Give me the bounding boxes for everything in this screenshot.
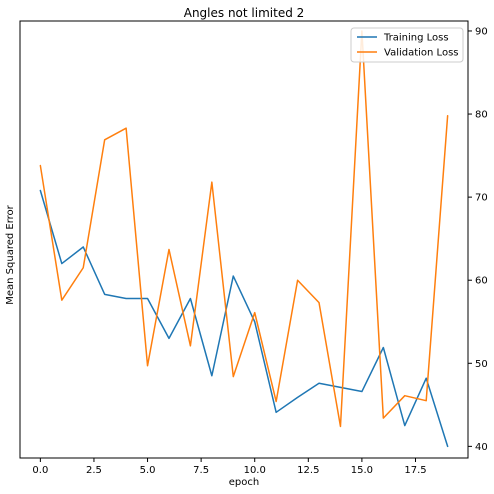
validation-loss-line (39, 30, 449, 428)
x-tick-label: 15.0 (351, 465, 373, 476)
series-layer (39, 30, 449, 448)
legend-box (350, 27, 464, 63)
y-tick-label: 60 (475, 276, 488, 287)
right-y-axis-ticks: 40 50 60 70 80 90 (468, 26, 488, 453)
legend-label-training: Training Loss (383, 33, 449, 44)
y-tick-label: 50 (475, 359, 488, 370)
x-tick-label: 5.0 (140, 465, 156, 476)
y-tick-label: 40 (475, 442, 488, 453)
y-tick-label: 80 (475, 110, 488, 121)
x-tick-label: 12.5 (297, 465, 319, 476)
x-axis-ticks: 0.0 2.5 5.0 7.5 10.0 12.5 15.0 17.5 (32, 458, 427, 476)
x-axis-label: epoch (229, 477, 259, 488)
x-tick-label: 2.5 (86, 465, 102, 476)
x-tick-label: 10.0 (244, 465, 266, 476)
legend: Training Loss Validation Loss (350, 27, 464, 63)
y-tick-label: 90 (475, 26, 488, 37)
chart-title: Angles not limited 2 (184, 6, 305, 20)
y-axis-label: Mean Squared Error (5, 204, 16, 304)
x-tick-label: 0.0 (32, 465, 48, 476)
legend-label-validation: Validation Loss (384, 48, 459, 59)
x-tick-label: 7.5 (193, 465, 209, 476)
plot-area-frame (19, 20, 469, 459)
y-tick-label: 70 (475, 193, 488, 204)
x-tick-label: 17.5 (404, 465, 426, 476)
